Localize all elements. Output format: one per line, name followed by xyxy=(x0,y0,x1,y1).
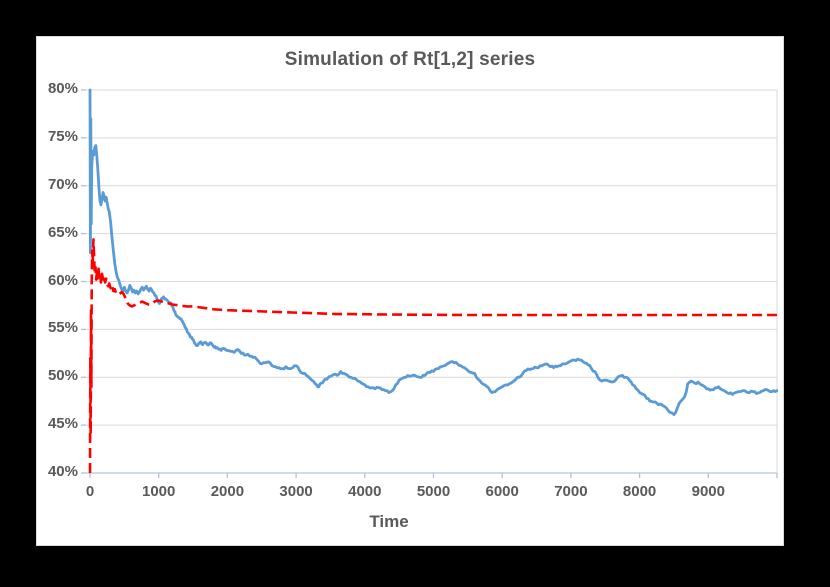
x-axis-label: 0 xyxy=(85,483,95,500)
y-axis-label: 70% xyxy=(47,175,78,193)
x-axis-label: 4000 xyxy=(348,483,382,500)
x-axis-label: 9000 xyxy=(691,483,725,500)
y-axis-label: 60% xyxy=(47,271,78,289)
series-line-theoretical-Rt-series xyxy=(88,238,777,474)
y-axis-label: 55% xyxy=(47,319,78,337)
x-axis-label: 5000 xyxy=(416,483,451,500)
series-line-simulated-Rt-series xyxy=(88,88,778,416)
y-axis-label: 65% xyxy=(47,223,78,241)
x-axis-title: Time xyxy=(369,512,409,531)
y-axis-label: 80% xyxy=(47,80,78,97)
plot-svg xyxy=(81,88,778,478)
y-axis-label: 45% xyxy=(47,415,78,433)
x-axis-label: 2000 xyxy=(210,483,245,500)
x-axis-label: 1000 xyxy=(142,483,176,500)
x-axis-label: 3000 xyxy=(279,483,313,500)
y-axis-label: 50% xyxy=(47,367,78,385)
x-axis-label: 7000 xyxy=(554,483,588,500)
y-axis-label: 40% xyxy=(47,463,78,480)
x-axis-label: 6000 xyxy=(485,483,519,500)
chart-area: Simulation of Rt[1,2] series 80% 75% 70% 65… xyxy=(36,36,784,546)
x-axis-label: 8000 xyxy=(622,483,657,500)
y-axis-label: 75% xyxy=(47,127,78,145)
chart-title: Simulation of Rt[1,2] series xyxy=(284,49,536,70)
